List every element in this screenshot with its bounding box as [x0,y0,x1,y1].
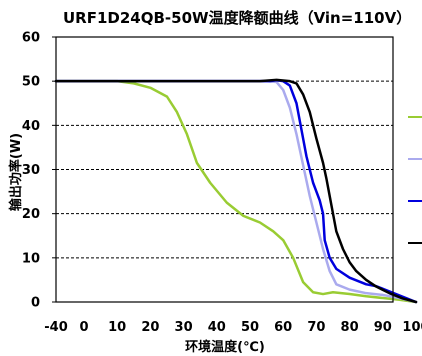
x-tick-30: 30 [175,320,193,335]
plot-area [54,36,418,304]
legend [408,116,422,244]
x-tick--40: -40 [44,320,68,335]
series-line-1 [54,79,418,304]
x-tick-90: 90 [374,320,392,335]
x-tick-80: 80 [341,320,359,335]
series-line-3 [54,79,418,304]
x-tick-50: 50 [241,320,259,335]
x-tick-70: 70 [307,320,325,335]
gridlines [56,80,393,259]
y-axis-label: 输出功率(W) [8,133,24,211]
y-tick-50: 50 [22,75,40,90]
x-tick-100: 100 [402,320,422,335]
series-lines [54,78,418,304]
x-tick-labels: -40 0 10 20 30 40 50 60 70 80 90 100 [44,320,422,335]
x-tick-60: 60 [274,320,292,335]
x-tick-20: 20 [141,320,159,335]
x-tick-0: 0 [79,320,88,335]
x-tick-40: 40 [208,320,226,335]
x-axis-label: 环境温度(℃) [185,339,265,355]
y-tick-0: 0 [31,296,40,311]
y-tick-20: 20 [22,207,40,222]
y-tick-10: 10 [22,251,40,266]
chart-title: URF1D24QB-50W温度降额曲线（Vin=110V） [63,9,411,27]
y-tick-30: 30 [22,163,40,178]
series-line-4 [54,78,418,304]
x-tick-10: 10 [108,320,126,335]
y-tick-40: 40 [22,119,40,134]
series-line-2 [54,79,418,304]
y-tick-60: 60 [22,31,40,46]
y-tick-labels: 0 10 20 30 40 50 60 [22,31,56,311]
